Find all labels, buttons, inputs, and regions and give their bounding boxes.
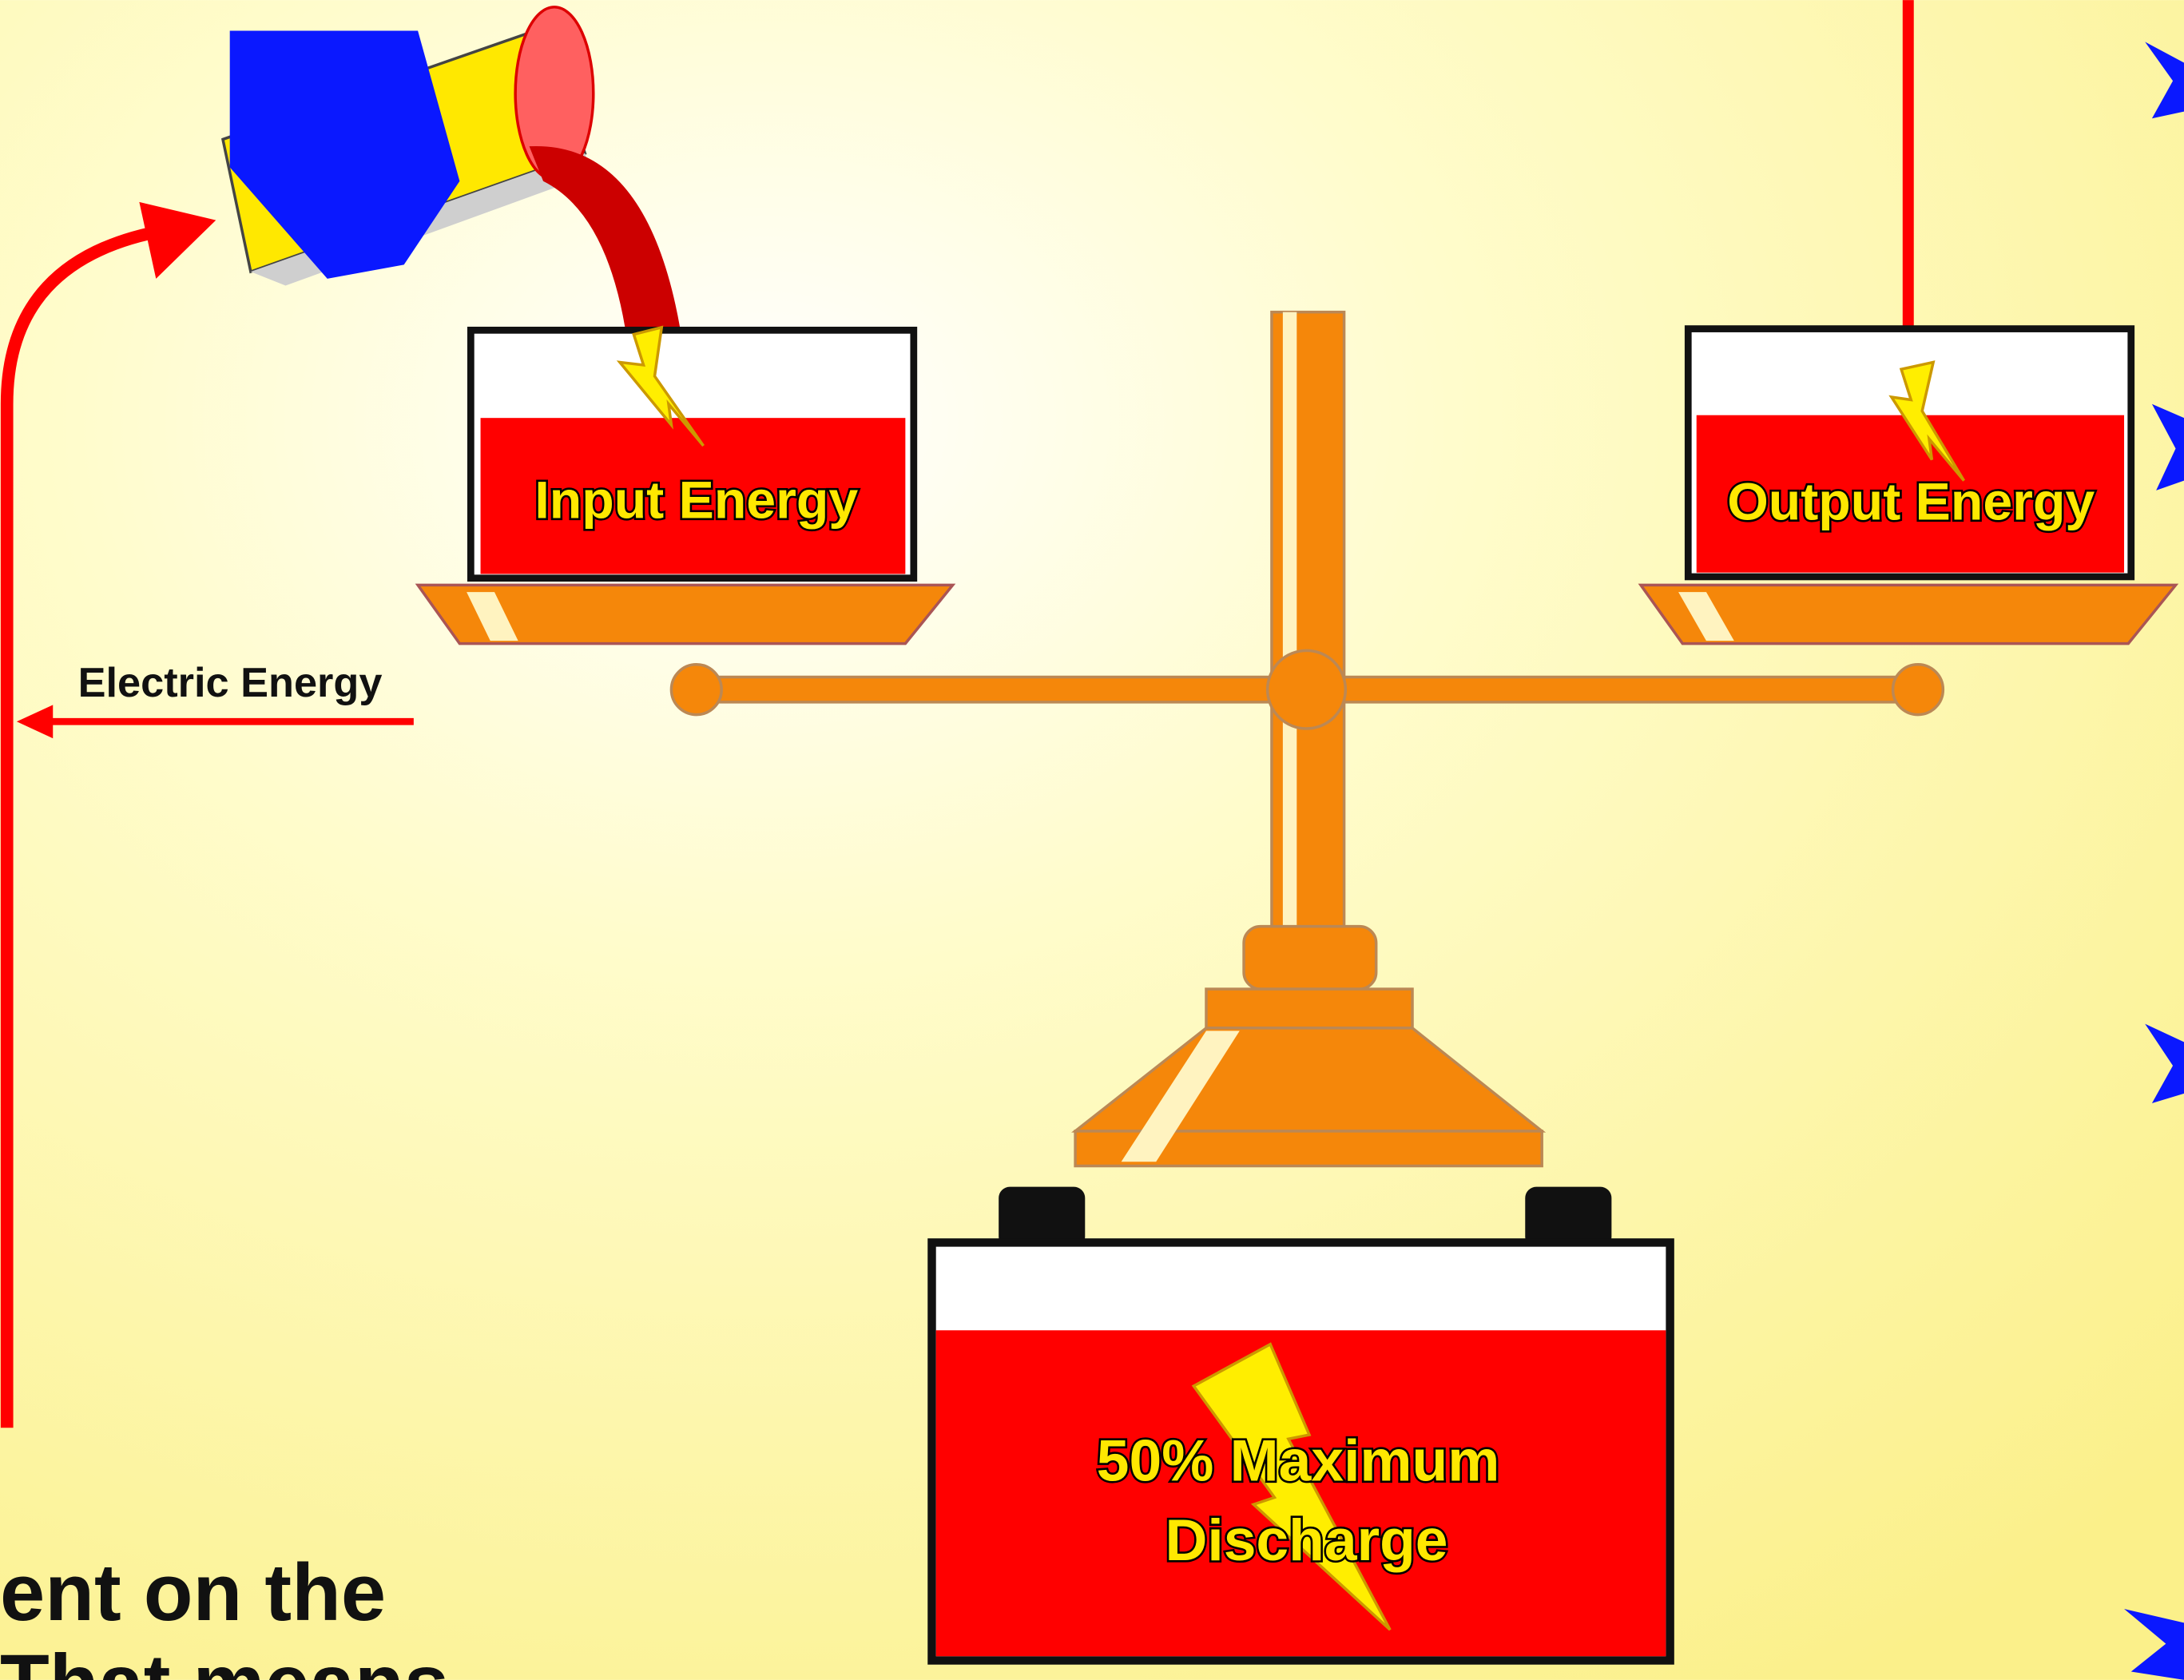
battery <box>931 1187 1670 1661</box>
electric-label: Electric Energy <box>78 660 383 706</box>
body-text: ent on the <box>0 1547 386 1638</box>
body-text: That means <box>0 1638 449 1680</box>
input-label: Input Energy <box>534 471 858 530</box>
battery-label: 50% Maximum <box>1097 1428 1500 1494</box>
output-label: Output Energy <box>1727 472 2095 531</box>
page: Electric Energy Input Energy Output Ener… <box>0 0 2184 1680</box>
battery-label: Discharge <box>1165 1507 1447 1573</box>
diagram: Electric Energy Input Energy Output Ener… <box>0 0 2184 1680</box>
